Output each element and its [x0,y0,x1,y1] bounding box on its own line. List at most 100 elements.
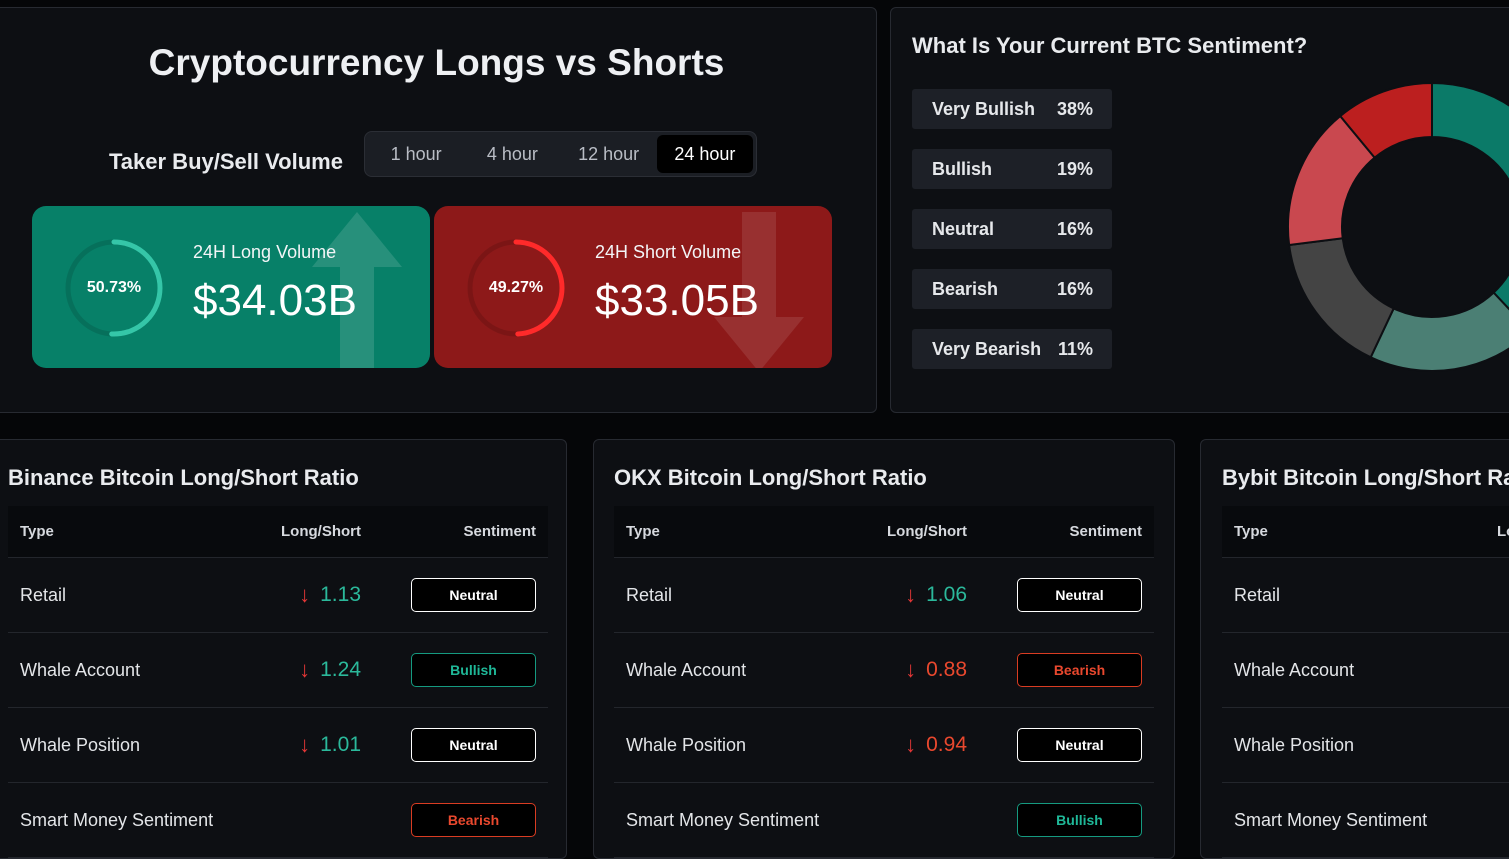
table-row: Retail [1222,558,1509,633]
arrow-up-icon [312,212,402,368]
row-type: Retail [1234,584,1281,605]
sentiment-value: 19% [1056,158,1093,179]
sentiment-badge: Bullish [411,653,536,687]
sentiment-value: 38% [1056,98,1093,119]
arrow-down-icon: ↓ [299,732,311,757]
sentiment-value: 16% [1056,278,1093,299]
short-volume-title: 24H Short Volume [595,242,742,262]
sentiment-label: Bearish [932,278,999,299]
col-type: Type [626,523,660,540]
sentiment-item-bearish[interactable]: Bearish 16% [912,269,1112,309]
row-type: Smart Money Sentiment [626,809,820,830]
row-type: Retail [626,584,673,605]
table-row: Whale Account ↓ 0.88 Bearish [614,633,1154,708]
sentiment-badge: Bullish [1017,803,1142,837]
col-type: Type [1234,523,1268,540]
arrow-down-icon: ↓ [299,657,311,682]
sentiment-donut-chart [1287,82,1509,372]
table-row: Whale Position ↓ 1.01 Neutral [8,708,548,783]
row-type: Smart Money Sentiment [1234,809,1428,830]
row-type: Whale Account [20,659,141,680]
col-sentiment: Sentiment [463,523,536,540]
row-type: Whale Account [626,659,747,680]
long-volume-title: 24H Long Volume [193,242,337,262]
row-type: Whale Position [1234,734,1355,755]
page-title: Cryptocurrency Longs vs Shorts [148,42,725,83]
long-percent-ring [65,239,163,337]
table-header: Type Lo [1222,506,1509,558]
table-row: Whale Position ↓ 0.94 Neutral [614,708,1154,783]
col-sentiment: Sentiment [1069,523,1142,540]
arrow-down-icon: ↓ [299,582,311,607]
table-row: Smart Money Sentiment Bullish [614,783,1154,858]
row-type: Whale Account [1234,659,1355,680]
sentiment-list: Very Bullish 38% Bullish 19% Neutral 16% Be… [912,89,1112,389]
sentiment-badge: Bearish [411,803,536,837]
binance-title: Binance Bitcoin Long/Short Ratio [8,465,359,490]
donut-slice-neutral[interactable] [1288,237,1396,359]
sentiment-label: Neutral [932,218,995,239]
arrow-down-icon: ↓ [905,732,917,757]
bybit-ratio-panel: Bybit Bitcoin Long/Short Ra Type Lo Reta… [1200,439,1509,859]
tab-4-hour[interactable]: 4 hour [486,143,538,164]
ratio-value: 0.88 [926,658,967,681]
row-type: Smart Money Sentiment [20,809,214,830]
sentiment-value: 16% [1056,218,1093,239]
sentiment-badge: Neutral [1017,728,1142,762]
long-percent: 50.73% [86,279,142,296]
tab-12-hour[interactable]: 12 hour [578,143,640,164]
row-type: Whale Position [20,734,141,755]
row-type: Whale Position [626,734,747,755]
arrow-down-icon [714,212,804,368]
btc-sentiment-panel: What Is Your Current BTC Sentiment? Very… [890,7,1509,413]
short-percent-ring [467,239,565,337]
okx-table: Type Long/Short Sentiment Retail ↓ 1.06 N… [614,506,1154,858]
tab-1-hour[interactable]: 1 hour [390,143,442,164]
short-percent: 49.27% [488,279,544,296]
longs-shorts-panel: Cryptocurrency Longs vs Shorts Taker Buy… [0,7,877,413]
binance-table: Type Long/Short Sentiment Retail ↓ 1.13 N… [8,506,548,858]
sentiment-label: Bullish [932,158,993,179]
sentiment-badge: Bearish [1017,653,1142,687]
short-volume-value: $33.05B [595,276,759,325]
sentiment-badge: Neutral [411,578,536,612]
sentiment-item-very-bearish[interactable]: Very Bearish 11% [912,329,1112,369]
table-row: Whale Account [1222,633,1509,708]
short-volume-card: 49.27% 24H Short Volume $33.05B [434,206,832,368]
ratio-value: 1.06 [926,583,967,606]
donut-slice-bullish[interactable] [1369,291,1509,372]
sentiment-badge: Neutral [1017,578,1142,612]
col-long-short: Long/Short [281,523,361,540]
sentiment-item-bullish[interactable]: Bullish 19% [912,149,1112,189]
sentiment-title: What Is Your Current BTC Sentiment? [912,33,1308,58]
col-long-short: Lo [1497,523,1509,540]
sentiment-label: Very Bearish [932,338,1042,359]
col-long-short: Long/Short [887,523,967,540]
row-type: Retail [20,584,67,605]
arrow-down-icon: ↓ [905,657,917,682]
sentiment-label: Very Bullish [932,98,1036,119]
bybit-title: Bybit Bitcoin Long/Short Ra [1222,465,1509,490]
sentiment-badge: Neutral [411,728,536,762]
okx-ratio-panel: OKX Bitcoin Long/Short Ratio Type Long/S… [593,439,1175,859]
table-header: Type Long/Short Sentiment [614,506,1154,558]
long-volume-card: 50.73% 24H Long Volume $34.03B [32,206,430,368]
arrow-down-icon: ↓ [905,582,917,607]
ratio-value: 1.24 [320,658,361,681]
col-type: Type [20,523,54,540]
ratio-value: 1.01 [320,733,361,756]
sentiment-item-very-bullish[interactable]: Very Bullish 38% [912,89,1112,129]
taker-volume-label: Taker Buy/Sell Volume [109,149,343,174]
table-row: Whale Position [1222,708,1509,783]
table-row: Retail ↓ 1.13 Neutral [8,558,548,633]
donut-slice-very-bearish[interactable] [1338,82,1433,160]
tab-24-hour[interactable]: 24 hour [656,135,753,173]
sentiment-item-neutral[interactable]: Neutral 16% [912,209,1112,249]
donut-slice-very-bullish[interactable] [1431,82,1509,332]
okx-title: OKX Bitcoin Long/Short Ratio [614,465,927,490]
table-row: Smart Money Sentiment Bearish [8,783,548,858]
sentiment-value: 11% [1057,338,1093,359]
table-row: Whale Account ↓ 1.24 Bullish [8,633,548,708]
table-row: Retail ↓ 1.06 Neutral [614,558,1154,633]
long-volume-value: $34.03B [193,276,357,325]
